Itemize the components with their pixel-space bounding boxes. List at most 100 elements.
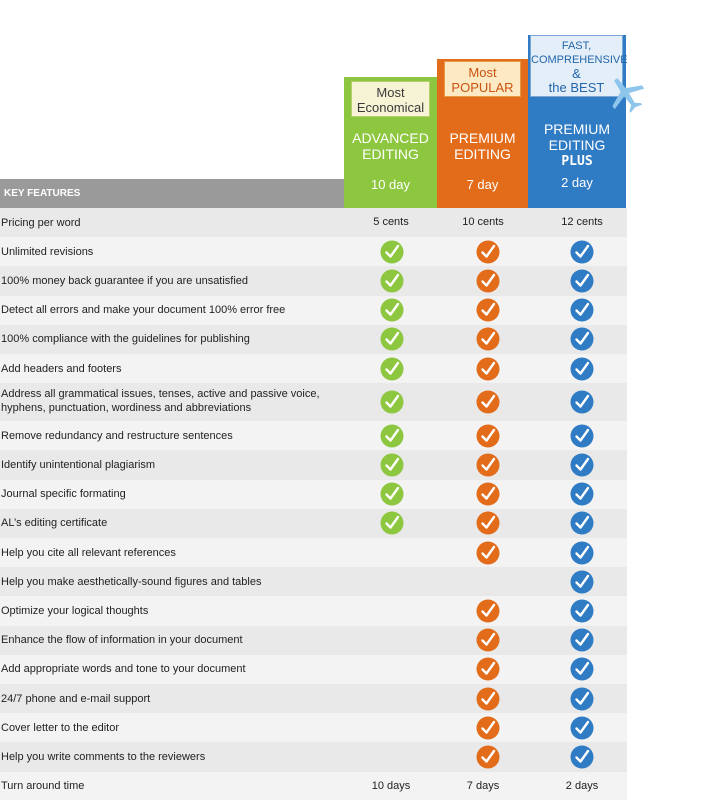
feature-label: Identify unintentional plagiarism	[1, 458, 156, 471]
table-row: Cover letter to the editor	[0, 713, 627, 742]
badge-line: POPULAR	[451, 80, 514, 95]
checkmark-circle-icon	[476, 424, 500, 448]
badge-line: the BEST	[548, 80, 605, 95]
table-row: Turn around time 10 days 7 days 2 days	[0, 772, 627, 801]
table-row: Detect all errors and make your document…	[0, 296, 627, 325]
checkmark-circle-icon	[570, 453, 594, 477]
table-row: Pricing per word 5 cents 10 cents 12 cents	[0, 208, 627, 238]
table-row: Optimize your logical thoughts	[0, 596, 627, 625]
checkmark-circle-icon	[380, 240, 404, 264]
checkmark-circle-icon	[570, 240, 594, 264]
checkmark-circle-icon	[476, 298, 500, 322]
plan-name: PREMIUM EDITING	[437, 130, 528, 162]
airplane-icon	[612, 78, 645, 113]
plan-badge: FAST, COMPREHENSIVE & the BEST	[530, 35, 628, 97]
checkmark-circle-icon	[570, 357, 594, 381]
feature-label: 100% compliance with the guidelines for …	[1, 333, 250, 346]
table-row: Add appropriate words and tone to your d…	[0, 655, 627, 684]
feature-label: Cover letter to the editor	[1, 721, 120, 734]
badge-line: Economical	[356, 100, 425, 115]
badge-line: COMPREHENSIVE	[531, 54, 628, 66]
feature-label: Add headers and footers	[1, 362, 122, 375]
checkmark-circle-icon	[380, 390, 404, 414]
checkmark-circle-icon	[476, 357, 500, 381]
plan-name-line: ADVANCED	[352, 130, 429, 146]
plan-days: 10 day	[370, 177, 411, 192]
checkmark-circle-icon	[570, 327, 594, 351]
checkmark-circle-icon	[570, 511, 594, 535]
checkmark-circle-icon	[476, 240, 500, 264]
feature-label: Address all grammatical issues, tenses, …	[1, 388, 320, 415]
feature-label: Add appropriate words and tone to your d…	[1, 663, 246, 676]
checkmark-circle-icon	[476, 453, 500, 477]
checkmark-circle-icon	[380, 298, 404, 322]
feature-label: Detect all errors and make your document…	[1, 304, 286, 317]
plan-value-cell: 7 days	[466, 779, 500, 792]
checkmark-circle-icon	[570, 687, 594, 711]
table-row: Help you write comments to the reviewers	[0, 742, 627, 772]
checkmark-circle-icon	[380, 424, 404, 448]
checkmark-circle-icon	[570, 390, 594, 414]
checkmark-circle-icon	[380, 327, 404, 351]
checkmark-circle-icon	[570, 628, 594, 652]
feature-label: Turn around time	[1, 780, 85, 793]
plan-premium-editing-plus[interactable]: FAST, COMPREHENSIVE & the BEST PREMIUM E…	[528, 35, 628, 208]
plan-badge: Most Economical	[351, 81, 430, 117]
checkmark-circle-icon	[380, 269, 404, 293]
checkmark-circle-icon	[476, 628, 500, 652]
feature-label: Help you make aesthetically-sound figure…	[1, 575, 262, 588]
key-features-header: KEY FEATURES	[0, 179, 344, 208]
checkmark-circle-icon	[570, 716, 594, 740]
plan-value-cell: 10 days	[371, 779, 411, 792]
checkmark-circle-icon	[380, 357, 404, 381]
plan-value-cell: 2 days	[565, 779, 599, 792]
feature-label: Pricing per word	[1, 216, 81, 229]
checkmark-circle-icon	[570, 424, 594, 448]
checkmark-circle-icon	[476, 599, 500, 623]
checkmark-circle-icon	[570, 570, 594, 594]
table-row: Unlimited revisions	[0, 237, 627, 266]
checkmark-circle-icon	[476, 657, 500, 681]
plan-value-cell: 12 cents	[561, 216, 603, 229]
checkmark-circle-icon	[476, 327, 500, 351]
feature-label: Remove redundancy and restructure senten…	[1, 429, 233, 442]
badge-line: Most	[468, 65, 497, 80]
plan-value-cell: 10 cents	[462, 216, 504, 229]
badge-line: &	[572, 66, 581, 81]
plan-advanced-editing[interactable]: Most Economical ADVANCED EDITING 10 day	[344, 77, 437, 208]
plan-premium-editing[interactable]: Most POPULAR PREMIUM EDITING 7 day	[437, 59, 528, 208]
feature-label: AL’s editing certificate	[1, 517, 108, 530]
plan-name-line: PREMIUM	[543, 121, 611, 137]
table-row: 100% compliance with the guidelines for …	[0, 324, 627, 354]
feature-label: Unlimited revisions	[1, 245, 94, 258]
plan-name-line: EDITING	[362, 146, 419, 162]
checkmark-circle-icon	[476, 716, 500, 740]
table-row: Address all grammatical issues, tenses, …	[0, 383, 627, 422]
checkmark-circle-icon	[476, 745, 500, 769]
feature-label: Optimize your logical thoughts	[1, 604, 149, 617]
table-row: 100% money back guarantee if you are uns…	[0, 266, 627, 296]
checkmark-circle-icon	[570, 599, 594, 623]
checkmark-circle-icon	[476, 511, 500, 535]
checkmark-circle-icon	[570, 269, 594, 293]
plan-name-line: EDITING	[454, 146, 511, 162]
plan-days: 7 day	[466, 177, 499, 192]
badge-line: Most	[376, 85, 405, 100]
checkmark-circle-icon	[570, 482, 594, 506]
checkmark-circle-icon	[476, 390, 500, 414]
feature-label: Help you write comments to the reviewers	[1, 750, 206, 763]
badge-line: FAST,	[561, 40, 592, 52]
checkmark-circle-icon	[570, 298, 594, 322]
checkmark-circle-icon	[380, 482, 404, 506]
plan-badge: Most POPULAR	[444, 61, 521, 97]
checkmark-circle-icon	[570, 657, 594, 681]
checkmark-circle-icon	[380, 511, 404, 535]
table-row: Add headers and footers	[0, 354, 627, 383]
feature-label: 24/7 phone and e-mail support	[1, 692, 151, 705]
table-row: Journal specific formating	[0, 480, 627, 509]
checkmark-circle-icon	[476, 269, 500, 293]
plan-value-cell: 5 cents	[373, 216, 409, 229]
checkmark-circle-icon	[380, 453, 404, 477]
plan-name-line: PREMIUM	[449, 130, 516, 146]
